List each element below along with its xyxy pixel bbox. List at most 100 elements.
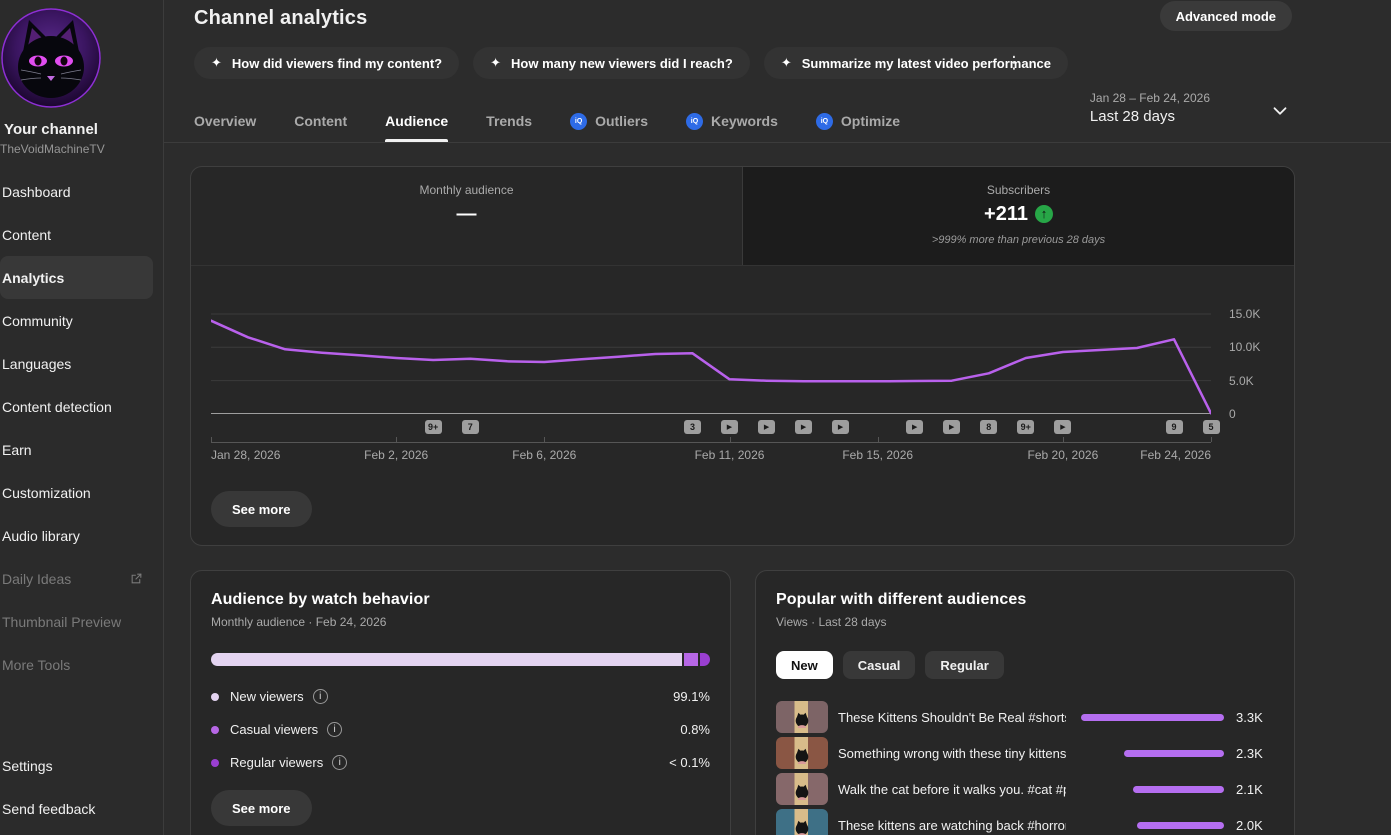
legend-value: 99.1% (673, 689, 710, 704)
filter-chip-regular[interactable]: Regular (925, 651, 1004, 679)
sidebar-item-analytics[interactable]: Analytics (0, 256, 153, 299)
video-list: These Kittens Shouldn't Be Real #shorts … (756, 699, 1294, 835)
tab-overview[interactable]: Overview (194, 100, 256, 142)
video-marker-count[interactable]: 3 (684, 420, 701, 434)
x-axis-tick-label: Feb 2, 2026 (364, 448, 429, 462)
chevron-down-icon[interactable] (1269, 100, 1291, 127)
info-icon[interactable]: i (312, 689, 328, 704)
video-marker-count[interactable]: 8 (980, 420, 998, 434)
main-content: Channel analytics Advanced mode ✦ How did… (164, 0, 1391, 835)
play-icon: ▶ (763, 423, 770, 431)
sidebar-item-label: Analytics (2, 269, 65, 286)
sidebar-item-more-tools[interactable]: More Tools (0, 643, 163, 686)
tab-trends[interactable]: Trends (486, 100, 532, 142)
info-icon[interactable]: i (332, 755, 348, 770)
watch-behavior-legend: New viewers i 99.1% Casual viewers i 0.8% Regu… (191, 680, 730, 779)
video-row[interactable]: Walk the cat before it walks you. #cat #… (756, 771, 1294, 807)
tab-audience[interactable]: Audience (385, 100, 449, 142)
video-views-bar (1074, 785, 1224, 793)
video-marker-play[interactable]: ▶ (832, 420, 850, 434)
tabs-divider (164, 142, 1391, 143)
sidebar-item-content-detection[interactable]: Content detection (0, 385, 163, 428)
video-row[interactable]: Something wrong with these tiny kittens … (756, 735, 1294, 771)
overview-card: Monthly audience — Subscribers +211 ↑ >99… (190, 166, 1295, 546)
kebab-menu-icon[interactable]: ⋮ (1005, 53, 1023, 72)
sidebar-item-label: Customization (2, 484, 91, 501)
video-thumbnail (776, 737, 828, 769)
sidebar-item-label: Community (2, 312, 73, 329)
tab-label: Content (294, 113, 348, 129)
metric-value: — (456, 203, 477, 225)
sidebar-item-content[interactable]: Content (0, 213, 163, 256)
sidebar-item-label: Daily Ideas (2, 570, 72, 587)
video-marker-count[interactable]: 9+ (1017, 420, 1035, 434)
tab-content[interactable]: Content (294, 100, 347, 142)
x-axis-labels: Jan 28, 2026 Feb 2, 2026 Feb 6, 2026 Feb 11… (211, 448, 1211, 464)
advanced-mode-button[interactable]: Advanced mode (1159, 1, 1292, 31)
video-views-bar (1074, 821, 1224, 829)
sparkle-icon: ✦ (211, 55, 222, 70)
metric-tab-monthly-audience[interactable]: Monthly audience — (191, 167, 742, 265)
tab-label: Trends (486, 113, 533, 129)
see-more-button[interactable]: See more (211, 491, 312, 527)
video-row[interactable]: These Kittens Shouldn't Be Real #shorts … (756, 699, 1294, 735)
sidebar-item-customization[interactable]: Customization (0, 471, 163, 514)
watch-behavior-segment-regular-viewers (700, 653, 710, 666)
sidebar-item-settings[interactable]: Settings (0, 744, 163, 787)
date-range-picker[interactable]: Jan 28 – Feb 24, 2026 Last 28 days (1090, 91, 1210, 125)
video-marker-play[interactable]: ▶ (906, 420, 924, 434)
legend-row: Casual viewers i 0.8% (191, 713, 730, 746)
sidebar-item-daily-ideas[interactable]: Daily Ideas (0, 557, 163, 600)
sidebar-item-label: Audio library (2, 527, 80, 544)
sidebar-item-dashboard[interactable]: Dashboard (0, 170, 163, 213)
cat-avatar-image (1, 8, 101, 108)
channel-name: Your channel (4, 121, 98, 138)
tab-keywords[interactable]: iQ Keywords (685, 100, 778, 142)
x-axis-tick-label: Feb 20, 2026 (1027, 448, 1099, 462)
page-title: Channel analytics (194, 7, 368, 29)
sidebar-item-label: Settings (2, 757, 53, 774)
video-marker-count[interactable]: 7 (461, 420, 479, 434)
tab-label: Keywords (710, 113, 778, 129)
play-icon: ▶ (726, 423, 733, 431)
sidebar-item-thumbnail-preview[interactable]: Thumbnail Preview (0, 600, 163, 643)
sidebar-item-audio-library[interactable]: Audio library (0, 514, 163, 557)
sidebar-item-earn[interactable]: Earn (0, 428, 163, 471)
sidebar-item-languages[interactable]: Languages (0, 342, 163, 385)
video-marker-count[interactable]: 9 (1165, 420, 1183, 434)
metric-tab-subscribers[interactable]: Subscribers +211 ↑ >999% more than previo… (742, 167, 1294, 265)
x-axis-tick-label: Jan 28, 2026 (211, 448, 281, 462)
sidebar-footer: Settings Send feedback (0, 744, 163, 830)
sidebar-item-send-feedback[interactable]: Send feedback (0, 787, 163, 830)
legend-row: New viewers i 99.1% (191, 680, 730, 713)
video-marker-count[interactable]: 5 (1202, 420, 1220, 434)
video-title: Walk the cat before it walks you. #cat #… (838, 781, 1066, 797)
sidebar-item-label: Thumbnail Preview (2, 613, 122, 630)
video-views-bar (1074, 713, 1224, 721)
sidebar-item-label: Earn (2, 441, 32, 458)
views-bar-fill (1081, 713, 1224, 721)
suggestion-chip-summarize-my-latest-video-perf[interactable]: ✦ Summarize my latest video performance (763, 47, 1068, 79)
sparkle-icon: ✦ (780, 55, 792, 70)
info-icon[interactable]: i (327, 722, 343, 737)
channel-avatar[interactable] (1, 8, 101, 108)
filter-chip-casual[interactable]: Casual (842, 651, 916, 679)
tab-optimize[interactable]: iQ Optimize (815, 100, 900, 142)
suggestion-chip-how-did-viewers-find-my-conten[interactable]: ✦ How did viewers find my content? (194, 47, 460, 79)
sidebar-item-label: Content (2, 226, 52, 243)
video-marker-play[interactable]: ▶ (721, 420, 738, 434)
suggestion-chip-label: Summarize my latest video performance (801, 55, 1051, 71)
see-more-button[interactable]: See more (211, 790, 312, 826)
video-marker-play[interactable]: ▶ (758, 420, 776, 434)
video-marker-count[interactable]: 9+ (424, 420, 442, 434)
suggestion-chip-how-many-new-viewers-did-i-rea[interactable]: ✦ How many new viewers did I reach? (473, 47, 750, 79)
play-icon: ▶ (948, 423, 955, 431)
analytics-tabs: Overview Content Audience Trends iQ Outliers i… (194, 100, 938, 142)
tab-outliers[interactable]: iQ Outliers (570, 100, 648, 142)
video-row[interactable]: These kittens are watching back #horror … (756, 807, 1294, 835)
filter-chip-new[interactable]: New (776, 651, 833, 679)
video-marker-play[interactable]: ▶ (1054, 420, 1072, 434)
sidebar-item-community[interactable]: Community (0, 299, 163, 342)
video-marker-play[interactable]: ▶ (943, 420, 961, 434)
video-marker-play[interactable]: ▶ (795, 420, 813, 434)
